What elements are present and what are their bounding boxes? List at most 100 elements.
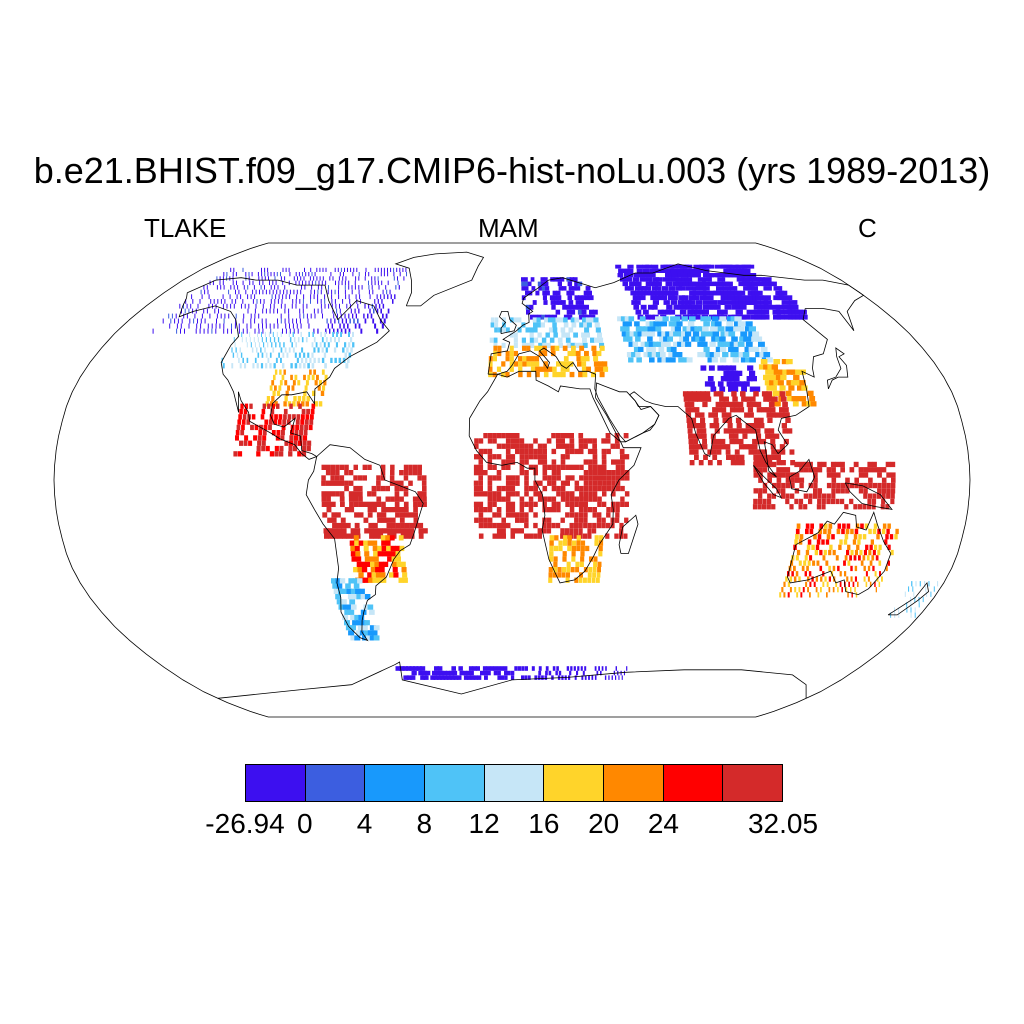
lake-cell xyxy=(293,396,297,402)
lake-cell xyxy=(712,454,718,460)
lake-cell xyxy=(363,313,365,319)
variable-label: TLAKE xyxy=(144,213,227,243)
lake-cell xyxy=(598,545,603,552)
lake-cell xyxy=(246,357,249,363)
lake-cell xyxy=(791,555,795,561)
lake-cell xyxy=(837,523,842,529)
lake-cell xyxy=(766,412,772,418)
lake-cell xyxy=(386,289,388,295)
lake-cell xyxy=(204,289,206,295)
lake-cell xyxy=(321,501,327,507)
lake-cell xyxy=(831,488,836,494)
lake-cell xyxy=(781,472,786,478)
lake-cell xyxy=(739,460,745,466)
lake-cell xyxy=(177,318,179,324)
lake-cell xyxy=(725,281,733,287)
lake-cell xyxy=(375,567,381,573)
lake-cell xyxy=(553,561,558,567)
lake-cell xyxy=(649,321,656,327)
lake-cell xyxy=(547,480,552,486)
lake-cell xyxy=(595,327,601,333)
lake-cell xyxy=(559,317,564,323)
coastline xyxy=(498,311,517,334)
lake-cell xyxy=(489,666,494,671)
lake-cell xyxy=(673,304,680,310)
lake-cell xyxy=(803,467,809,473)
lake-cell xyxy=(240,430,245,436)
lake-cell xyxy=(728,401,735,408)
lake-cell xyxy=(355,551,361,557)
lake-cell xyxy=(480,670,484,676)
lake-cell xyxy=(298,272,300,277)
lake-cell xyxy=(830,498,835,505)
lake-cell xyxy=(552,290,557,296)
lake-cell xyxy=(647,336,653,342)
lake-cell xyxy=(569,670,572,676)
lake-cell xyxy=(800,592,803,598)
lake-cell xyxy=(175,313,177,319)
lake-cell xyxy=(702,281,710,287)
lake-cell xyxy=(596,350,602,357)
lake-cell xyxy=(735,381,742,387)
lake-cell xyxy=(210,299,212,304)
lake-cell xyxy=(348,328,351,334)
lake-cell xyxy=(351,285,353,290)
lake-cell xyxy=(265,308,267,314)
lake-cell xyxy=(730,316,738,322)
lake-cell xyxy=(577,281,583,287)
lake-cell xyxy=(733,438,739,445)
lake-cell xyxy=(560,491,566,497)
lake-cell xyxy=(369,294,371,300)
lake-cell xyxy=(496,485,502,492)
lake-cell xyxy=(552,572,557,578)
lake-cell xyxy=(670,326,678,332)
lake-cell xyxy=(844,534,849,540)
lake-cell xyxy=(505,501,511,507)
lake-cell xyxy=(678,295,685,301)
lake-cell xyxy=(280,318,282,324)
coastline xyxy=(788,458,816,493)
lake-cell xyxy=(563,322,569,328)
lake-cell xyxy=(392,567,398,573)
lake-cell xyxy=(417,475,422,481)
lake-cell xyxy=(398,535,404,541)
lake-cell xyxy=(327,342,330,348)
lake-cell xyxy=(368,285,370,290)
lake-cell xyxy=(295,424,300,431)
lake-cell xyxy=(594,540,599,546)
lake-cell xyxy=(578,448,584,455)
lake-cell xyxy=(486,670,491,676)
lake-cell xyxy=(890,472,896,478)
lake-cell xyxy=(542,517,547,523)
lake-cell xyxy=(213,299,215,304)
lake-cell xyxy=(449,670,454,676)
lake-cell xyxy=(493,666,498,671)
lake-cell xyxy=(716,286,724,291)
lake-cell xyxy=(556,491,561,497)
lake-cell xyxy=(822,493,827,499)
lake-cell xyxy=(551,304,556,310)
lake-cell xyxy=(374,323,377,329)
lake-cell xyxy=(326,318,328,324)
lake-cell xyxy=(776,482,781,489)
lake-cell xyxy=(677,341,684,347)
lake-cell xyxy=(571,540,577,546)
lake-cell xyxy=(836,482,841,489)
lake-cell xyxy=(279,342,281,348)
lake-cell xyxy=(578,295,583,301)
lake-cell xyxy=(636,273,643,278)
lake-cell xyxy=(567,540,572,546)
lake-cell xyxy=(765,407,771,413)
lake-cell xyxy=(250,323,252,329)
lake-cell xyxy=(283,289,285,295)
lake-cell xyxy=(794,498,799,505)
lake-cell xyxy=(257,331,258,337)
lake-cell xyxy=(789,576,793,582)
lake-cell xyxy=(280,357,282,363)
lake-cell xyxy=(477,675,482,680)
lake-cell xyxy=(274,445,279,452)
lake-cell xyxy=(301,401,305,407)
lake-cell xyxy=(579,345,585,351)
lake-cell xyxy=(709,341,716,347)
lake-cell xyxy=(720,331,728,337)
